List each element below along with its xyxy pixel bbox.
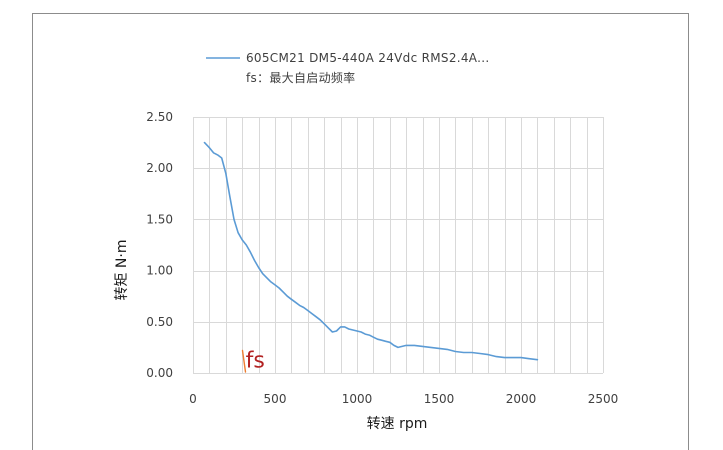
x-axis-title: 转速 rpm [367,416,428,432]
grid-lines [193,117,604,374]
series-line-fs [241,349,247,373]
x-tick-label: 1500 [424,392,455,406]
x-tick-label: 500 [264,392,287,406]
y-tick-label: 2.50 [146,110,173,124]
legend-entry-series: 605CM21 DM5-440A 24Vdc RMS2.4A... [246,51,489,65]
tick-labels: 0 500 1000 1500 2000 2500 0.00 0.50 1.00 1.50 2.00… [146,110,618,406]
y-tick-label: 1.00 [146,264,173,278]
x-tick-label: 2500 [588,392,619,406]
legend: 605CM21 DM5-440A 24Vdc RMS2.4A... fs：最大自… [206,51,489,85]
y-tick-label: 0.00 [146,366,173,380]
legend-entry-fs: fs：最大自启动频率 [246,70,355,85]
series-line-torque [203,141,539,361]
y-tick-label: 0.50 [146,315,173,329]
y-tick-label: 2.00 [146,161,173,175]
y-axis-title: 转矩 N·m [114,239,130,300]
x-tick-label: 2000 [506,392,537,406]
x-tick-label: 1000 [342,392,373,406]
x-tick-label: 0 [189,392,197,406]
chart-frame [32,13,689,450]
series-layer [203,141,539,373]
fs-annotation: fs [246,349,265,374]
y-tick-label: 1.50 [146,212,173,226]
